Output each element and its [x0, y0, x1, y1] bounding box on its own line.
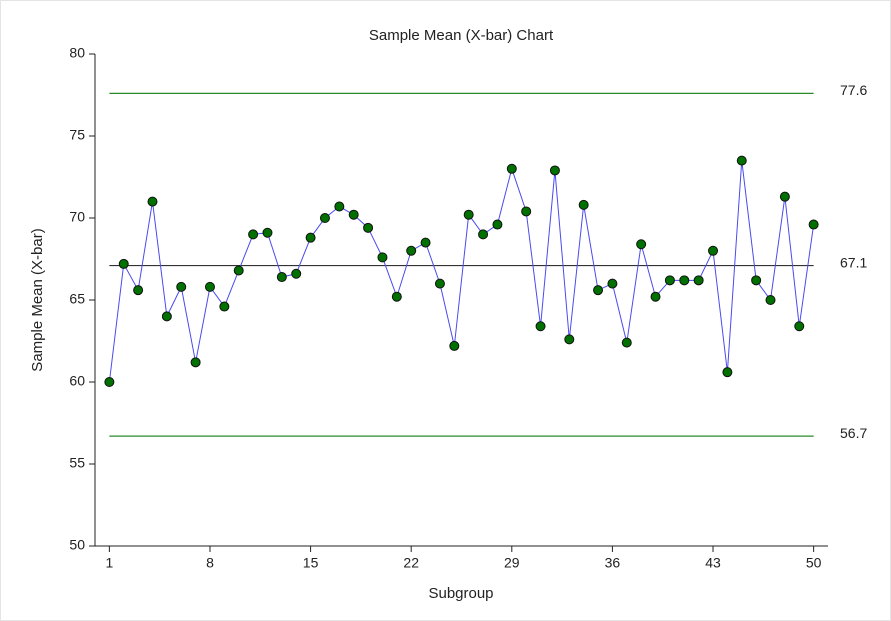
data-point [808, 219, 819, 230]
x-tick-label: 22 [403, 555, 419, 571]
data-point [262, 227, 273, 238]
data-point [334, 201, 345, 212]
reference-label: 67.1 [840, 254, 867, 270]
y-tick-label: 55 [69, 455, 85, 471]
data-point [434, 278, 445, 289]
chart-title: Sample Mean (X-bar) Chart [369, 27, 554, 44]
data-point [679, 275, 690, 286]
data-point [621, 337, 632, 348]
y-tick-label: 70 [69, 209, 85, 225]
data-point [248, 229, 259, 240]
data-point [391, 291, 402, 302]
x-tick-label: 29 [504, 555, 520, 571]
data-point [779, 191, 790, 202]
data-point [751, 275, 762, 286]
data-point [478, 229, 489, 240]
x-axis-label: Subgroup [428, 585, 493, 602]
data-point [722, 367, 733, 378]
data-point [233, 265, 244, 276]
y-tick-label: 75 [69, 127, 85, 143]
y-tick-label: 80 [69, 45, 85, 61]
y-axis-label: Sample Mean (X-bar) [29, 228, 46, 371]
data-point [118, 258, 129, 269]
data-point [549, 165, 560, 176]
data-point [664, 275, 675, 286]
data-point [176, 281, 187, 292]
data-point [708, 245, 719, 256]
data-point [348, 209, 359, 220]
data-point [406, 245, 417, 256]
data-point [291, 268, 302, 279]
data-point [492, 219, 503, 230]
y-tick-label: 60 [69, 373, 85, 389]
x-tick-label: 43 [705, 555, 721, 571]
data-point [593, 285, 604, 296]
data-point [420, 237, 431, 248]
data-point [463, 209, 474, 220]
x-tick-label: 8 [206, 555, 214, 571]
x-tick-label: 36 [605, 555, 621, 571]
data-point [636, 239, 647, 250]
data-point [219, 301, 230, 312]
data-point [521, 206, 532, 217]
data-point [319, 213, 330, 223]
data-point [161, 311, 172, 322]
data-point [104, 377, 115, 387]
data-point [794, 321, 805, 332]
data-point [204, 281, 215, 292]
data-point [377, 252, 388, 263]
data-point [650, 291, 661, 302]
data-point [736, 155, 747, 166]
data-point [564, 334, 575, 345]
y-tick-label: 50 [69, 537, 85, 553]
data-point [276, 272, 287, 283]
y-tick-label: 65 [69, 291, 85, 307]
data-point [506, 163, 517, 174]
data-point [765, 295, 776, 305]
data-point [693, 275, 704, 286]
data-point [305, 232, 316, 243]
data-point [190, 357, 201, 368]
data-point [578, 199, 589, 210]
x-tick-label: 15 [303, 555, 319, 571]
data-point [535, 321, 546, 332]
reference-label: 56.7 [840, 425, 867, 441]
data-point [607, 278, 618, 289]
x-tick-label: 50 [806, 555, 822, 571]
data-point [449, 340, 460, 351]
data-point [147, 196, 158, 207]
reference-label: 77.6 [840, 82, 867, 98]
data-point [133, 285, 144, 296]
data-point [363, 222, 374, 233]
x-tick-label: 1 [105, 555, 113, 571]
